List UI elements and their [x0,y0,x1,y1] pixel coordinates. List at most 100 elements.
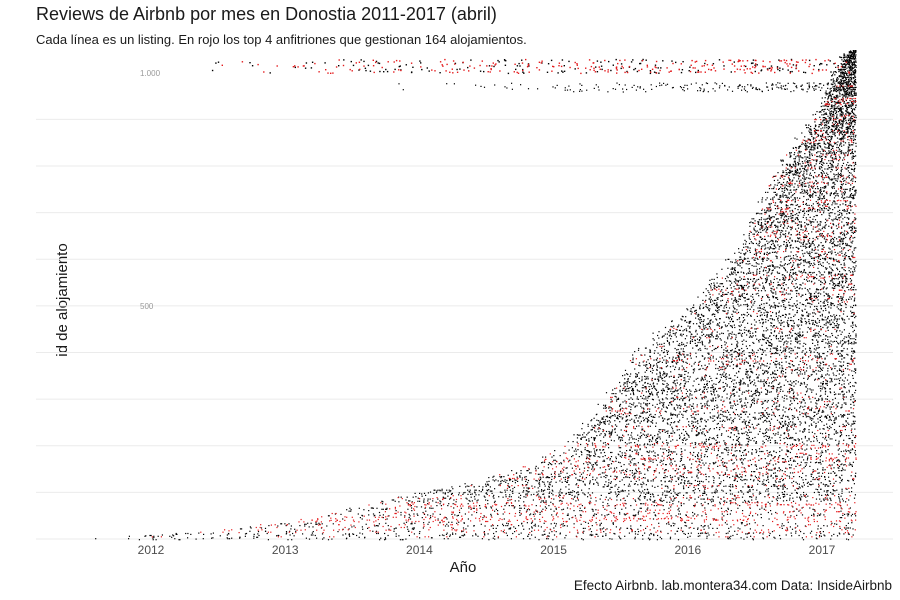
review-point [641,378,643,380]
review-point [650,496,652,498]
review-point [741,421,743,423]
review-point [469,489,471,491]
review-point [697,527,699,529]
review-point [654,387,656,390]
review-point [602,430,604,433]
review-point [812,471,814,473]
review-point [678,513,680,515]
review-point [529,538,531,540]
review-point [485,507,487,509]
review-point [672,365,674,367]
review-point [841,374,843,376]
review-point [609,538,611,540]
review-point [451,492,453,494]
review-point [797,367,799,369]
review-point [774,434,776,436]
review-point [506,489,508,491]
review-point [800,402,802,404]
review-point [733,479,735,482]
review-point [803,491,805,494]
review-point [684,382,686,385]
review-point [679,460,681,462]
review-point [819,395,821,397]
review-point [697,434,699,436]
review-point [509,489,511,491]
review-point [440,505,442,507]
review-point [829,503,831,505]
review-point [777,488,779,490]
review-point [695,378,697,380]
review-point [714,394,716,396]
review-point [793,480,795,482]
review-point [551,476,553,478]
review-point [792,500,795,502]
review-point [702,532,704,534]
review-point [831,367,833,370]
review-point [286,532,288,534]
review-point [850,475,852,477]
review-point [509,499,511,501]
review-point [769,439,771,441]
review-point [792,421,794,423]
review-point [614,429,616,431]
review-point [683,380,685,382]
review-point [361,526,363,528]
review-point [519,505,521,507]
review-point [647,397,649,399]
review-point [737,403,739,405]
review-point [599,449,601,451]
review-point [671,388,673,390]
review-point [535,465,537,467]
review-point [661,417,664,419]
review-point [737,432,739,434]
review-point [176,533,178,535]
review-point [705,421,707,423]
review-point [385,538,387,540]
review-point [780,388,782,390]
review-point [679,436,681,438]
review-point [661,391,664,393]
review-point [823,514,825,516]
review-point [550,463,552,465]
review-point [797,438,799,440]
review-point [379,514,381,516]
review-point [750,486,753,488]
review-point [492,537,494,539]
review-point [833,533,835,535]
review-point [497,513,499,515]
review-point [826,382,828,385]
review-point [748,389,750,391]
review-point [749,365,751,367]
review-point [712,476,714,478]
review-point [776,391,778,393]
review-point [674,523,676,525]
review-point [723,386,725,388]
review-point [239,528,242,530]
review-point [850,403,852,405]
review-point [753,393,755,395]
review-point [777,409,779,411]
review-point [538,495,540,497]
review-point [822,467,824,469]
review-point [566,481,568,483]
review-point [622,490,625,492]
review-point [543,481,545,483]
review-point [851,370,853,372]
review-point [823,499,825,502]
review-point [836,523,838,525]
review-point [814,478,816,481]
review-point [801,537,803,539]
review-point [647,359,649,361]
review-point [721,462,723,464]
review-point [734,403,736,405]
review-point [854,416,856,418]
review-point [843,464,845,466]
review-point [467,525,469,527]
review-point [801,441,804,443]
review-point [610,482,612,484]
review-point [781,523,783,525]
review-point [646,378,648,380]
review-point [776,388,778,390]
review-point [525,494,527,496]
review-point [735,497,737,499]
